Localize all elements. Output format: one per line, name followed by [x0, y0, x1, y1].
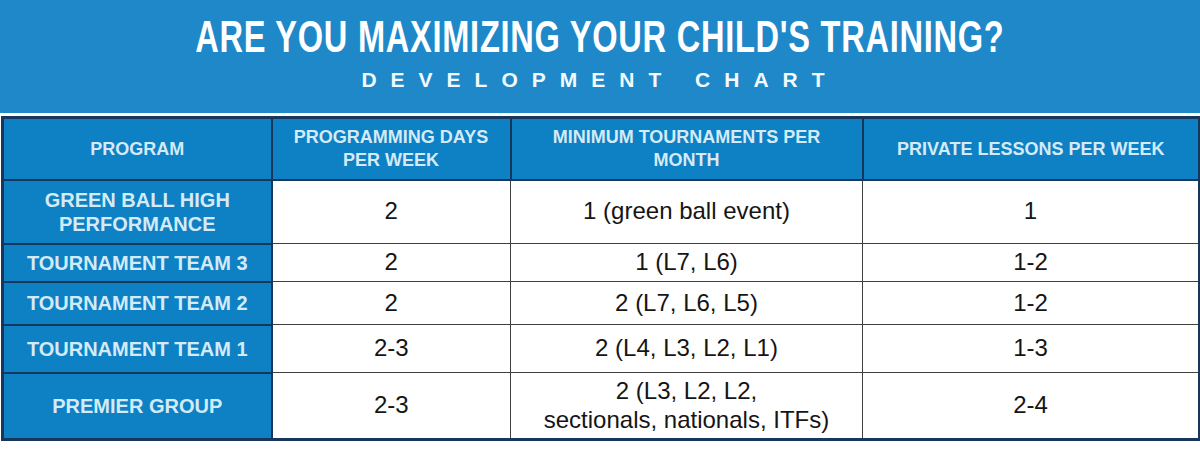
- column-header-min-tournaments: MINIMUM TOURNAMENTS PER MONTH: [511, 118, 863, 180]
- page-subtitle: DEVELOPMENT CHART: [0, 68, 1200, 92]
- lessons-cell: 1-2: [863, 282, 1200, 325]
- table-row: GREEN BALL HIGH PERFORMANCE 2 1 (green b…: [3, 180, 1200, 244]
- page-title: ARE YOU MAXIMIZING YOUR CHILD'S TRAINING…: [0, 15, 1200, 59]
- table-row: TOURNAMENT TEAM 2 2 2 (L7, L6, L5) 1-2: [3, 282, 1200, 325]
- page-title-text: ARE YOU MAXIMIZING YOUR CHILD'S TRAINING…: [195, 15, 1004, 59]
- column-header-private-lessons: PRIVATE LESSONS PER WEEK: [863, 118, 1200, 180]
- lessons-cell: 2-4: [863, 373, 1200, 440]
- table-header-row: PROGRAM PROGRAMMING DAYS PER WEEK MINIMU…: [3, 118, 1200, 180]
- tournaments-cell: 2 (L7, L6, L5): [511, 282, 863, 325]
- tournaments-cell: 2 (L4, L3, L2, L1): [511, 325, 863, 373]
- tournaments-cell: 1 (L7, L6): [511, 244, 863, 282]
- days-cell: 2-3: [272, 373, 511, 440]
- lessons-cell: 1: [863, 180, 1200, 244]
- program-cell: PREMIER GROUP: [3, 373, 272, 440]
- development-chart-table: PROGRAM PROGRAMMING DAYS PER WEEK MINIMU…: [1, 116, 1200, 441]
- column-header-programming-days: PROGRAMMING DAYS PER WEEK: [272, 118, 511, 180]
- days-cell: 2: [272, 244, 511, 282]
- column-header-program: PROGRAM: [3, 118, 272, 180]
- lessons-cell: 1-2: [863, 244, 1200, 282]
- table-row: TOURNAMENT TEAM 1 2-3 2 (L4, L3, L2, L1)…: [3, 325, 1200, 373]
- program-cell: TOURNAMENT TEAM 2: [3, 282, 272, 325]
- days-cell: 2: [272, 180, 511, 244]
- lessons-cell: 1-3: [863, 325, 1200, 373]
- tournaments-cell: 2 (L3, L2, L2, sectionals, nationals, IT…: [511, 373, 863, 440]
- days-cell: 2-3: [272, 325, 511, 373]
- program-cell: GREEN BALL HIGH PERFORMANCE: [3, 180, 272, 244]
- table-row: TOURNAMENT TEAM 3 2 1 (L7, L6) 1-2: [3, 244, 1200, 282]
- program-cell: TOURNAMENT TEAM 3: [3, 244, 272, 282]
- header-banner: ARE YOU MAXIMIZING YOUR CHILD'S TRAINING…: [0, 0, 1200, 113]
- tournaments-cell: 1 (green ball event): [511, 180, 863, 244]
- days-cell: 2: [272, 282, 511, 325]
- program-cell: TOURNAMENT TEAM 1: [3, 325, 272, 373]
- table-row: PREMIER GROUP 2-3 2 (L3, L2, L2, section…: [3, 373, 1200, 440]
